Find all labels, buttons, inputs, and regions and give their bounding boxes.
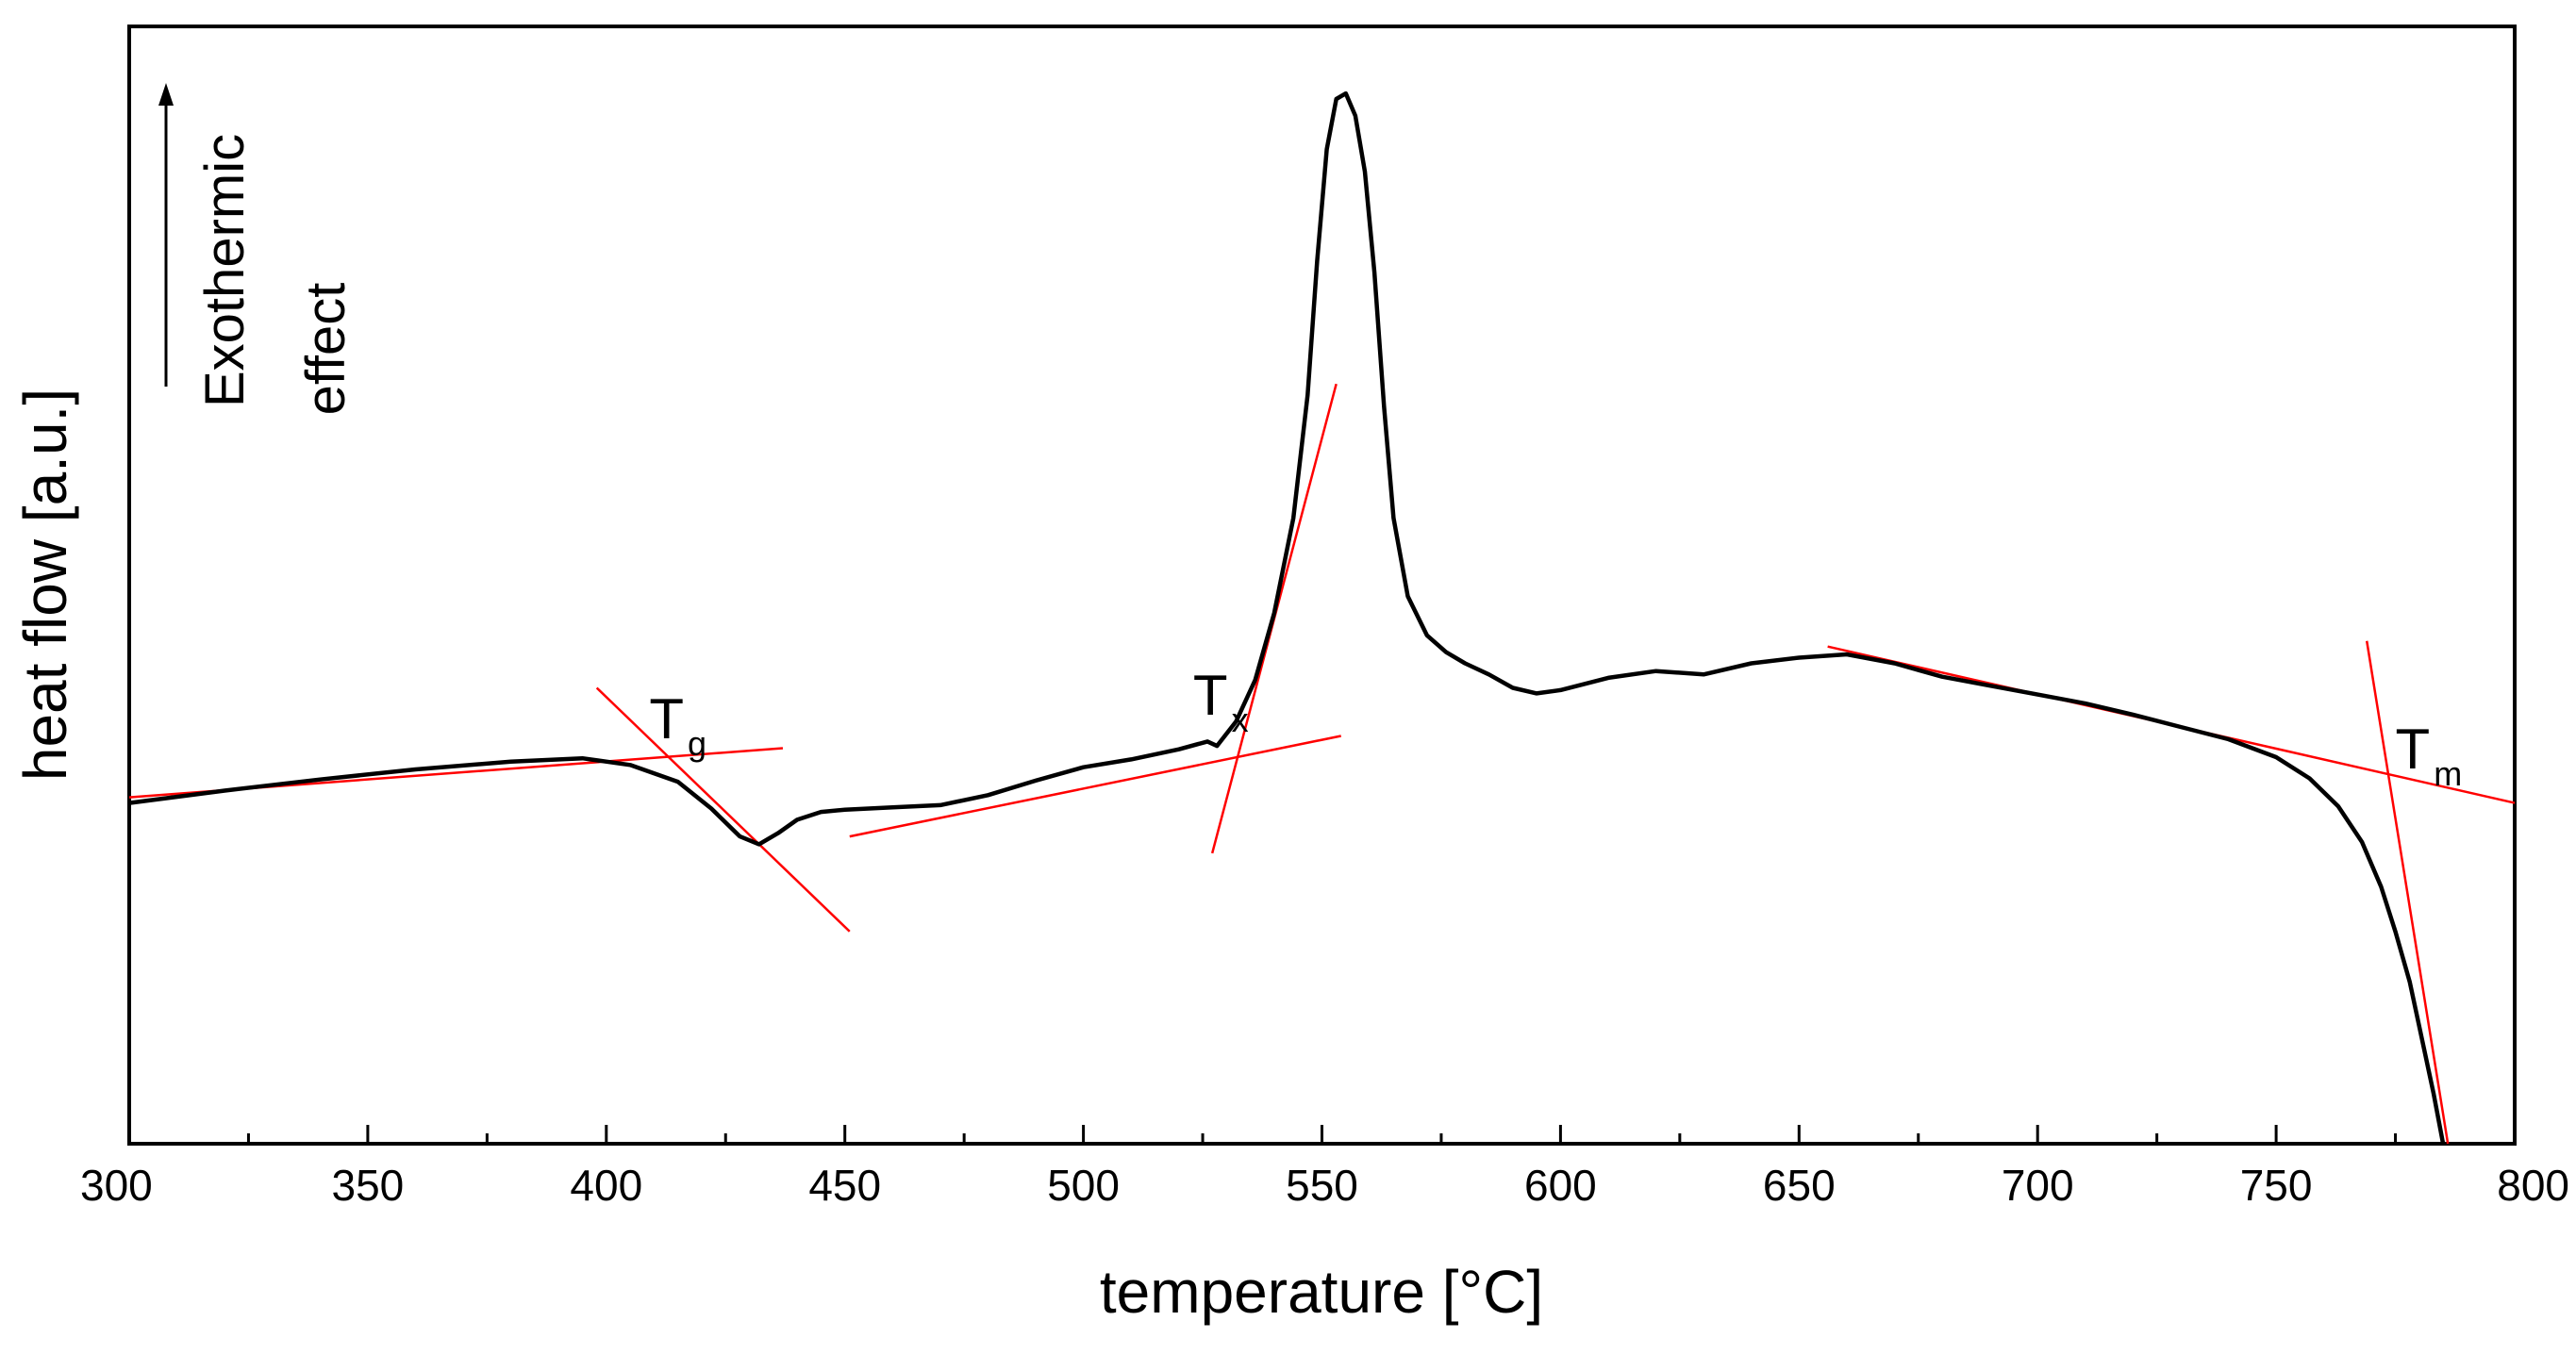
tangent-line [2365,640,2450,1145]
x-tick-label: 400 [570,1161,642,1210]
x-tick-label: 650 [1763,1161,1836,1210]
exothermic-annotation: Exothermic effect [158,83,357,415]
x-tick-label: 350 [332,1161,405,1210]
x-tick-label: 450 [808,1161,881,1210]
x-tick-label: 500 [1047,1161,1120,1210]
dsc-curve-line [128,91,2446,1145]
tangent-line [595,686,851,933]
x-tick-label: 700 [2002,1161,2074,1210]
x-tick-label: 800 [2497,1161,2569,1210]
annotation-line-1: Exothermic [194,134,256,407]
tangent-line [849,735,1341,838]
x-tick-label: 750 [2240,1161,2313,1210]
x-axis-tick-labels: 300 350 400 450 500 550 600 650 700 750 800 [80,1161,2569,1210]
annotation-line-2: effect [295,283,357,416]
arrow-head-icon [158,83,174,106]
y-axis-title: heat flow [a.u.] [11,388,79,781]
x-axis-ticks [127,1125,2517,1144]
x-axis-title: temperature [°C] [1100,1258,1543,1326]
x-tick-label: 600 [1524,1161,1597,1210]
x-tick-label: 550 [1286,1161,1358,1210]
x-tick-label: 300 [80,1161,153,1210]
